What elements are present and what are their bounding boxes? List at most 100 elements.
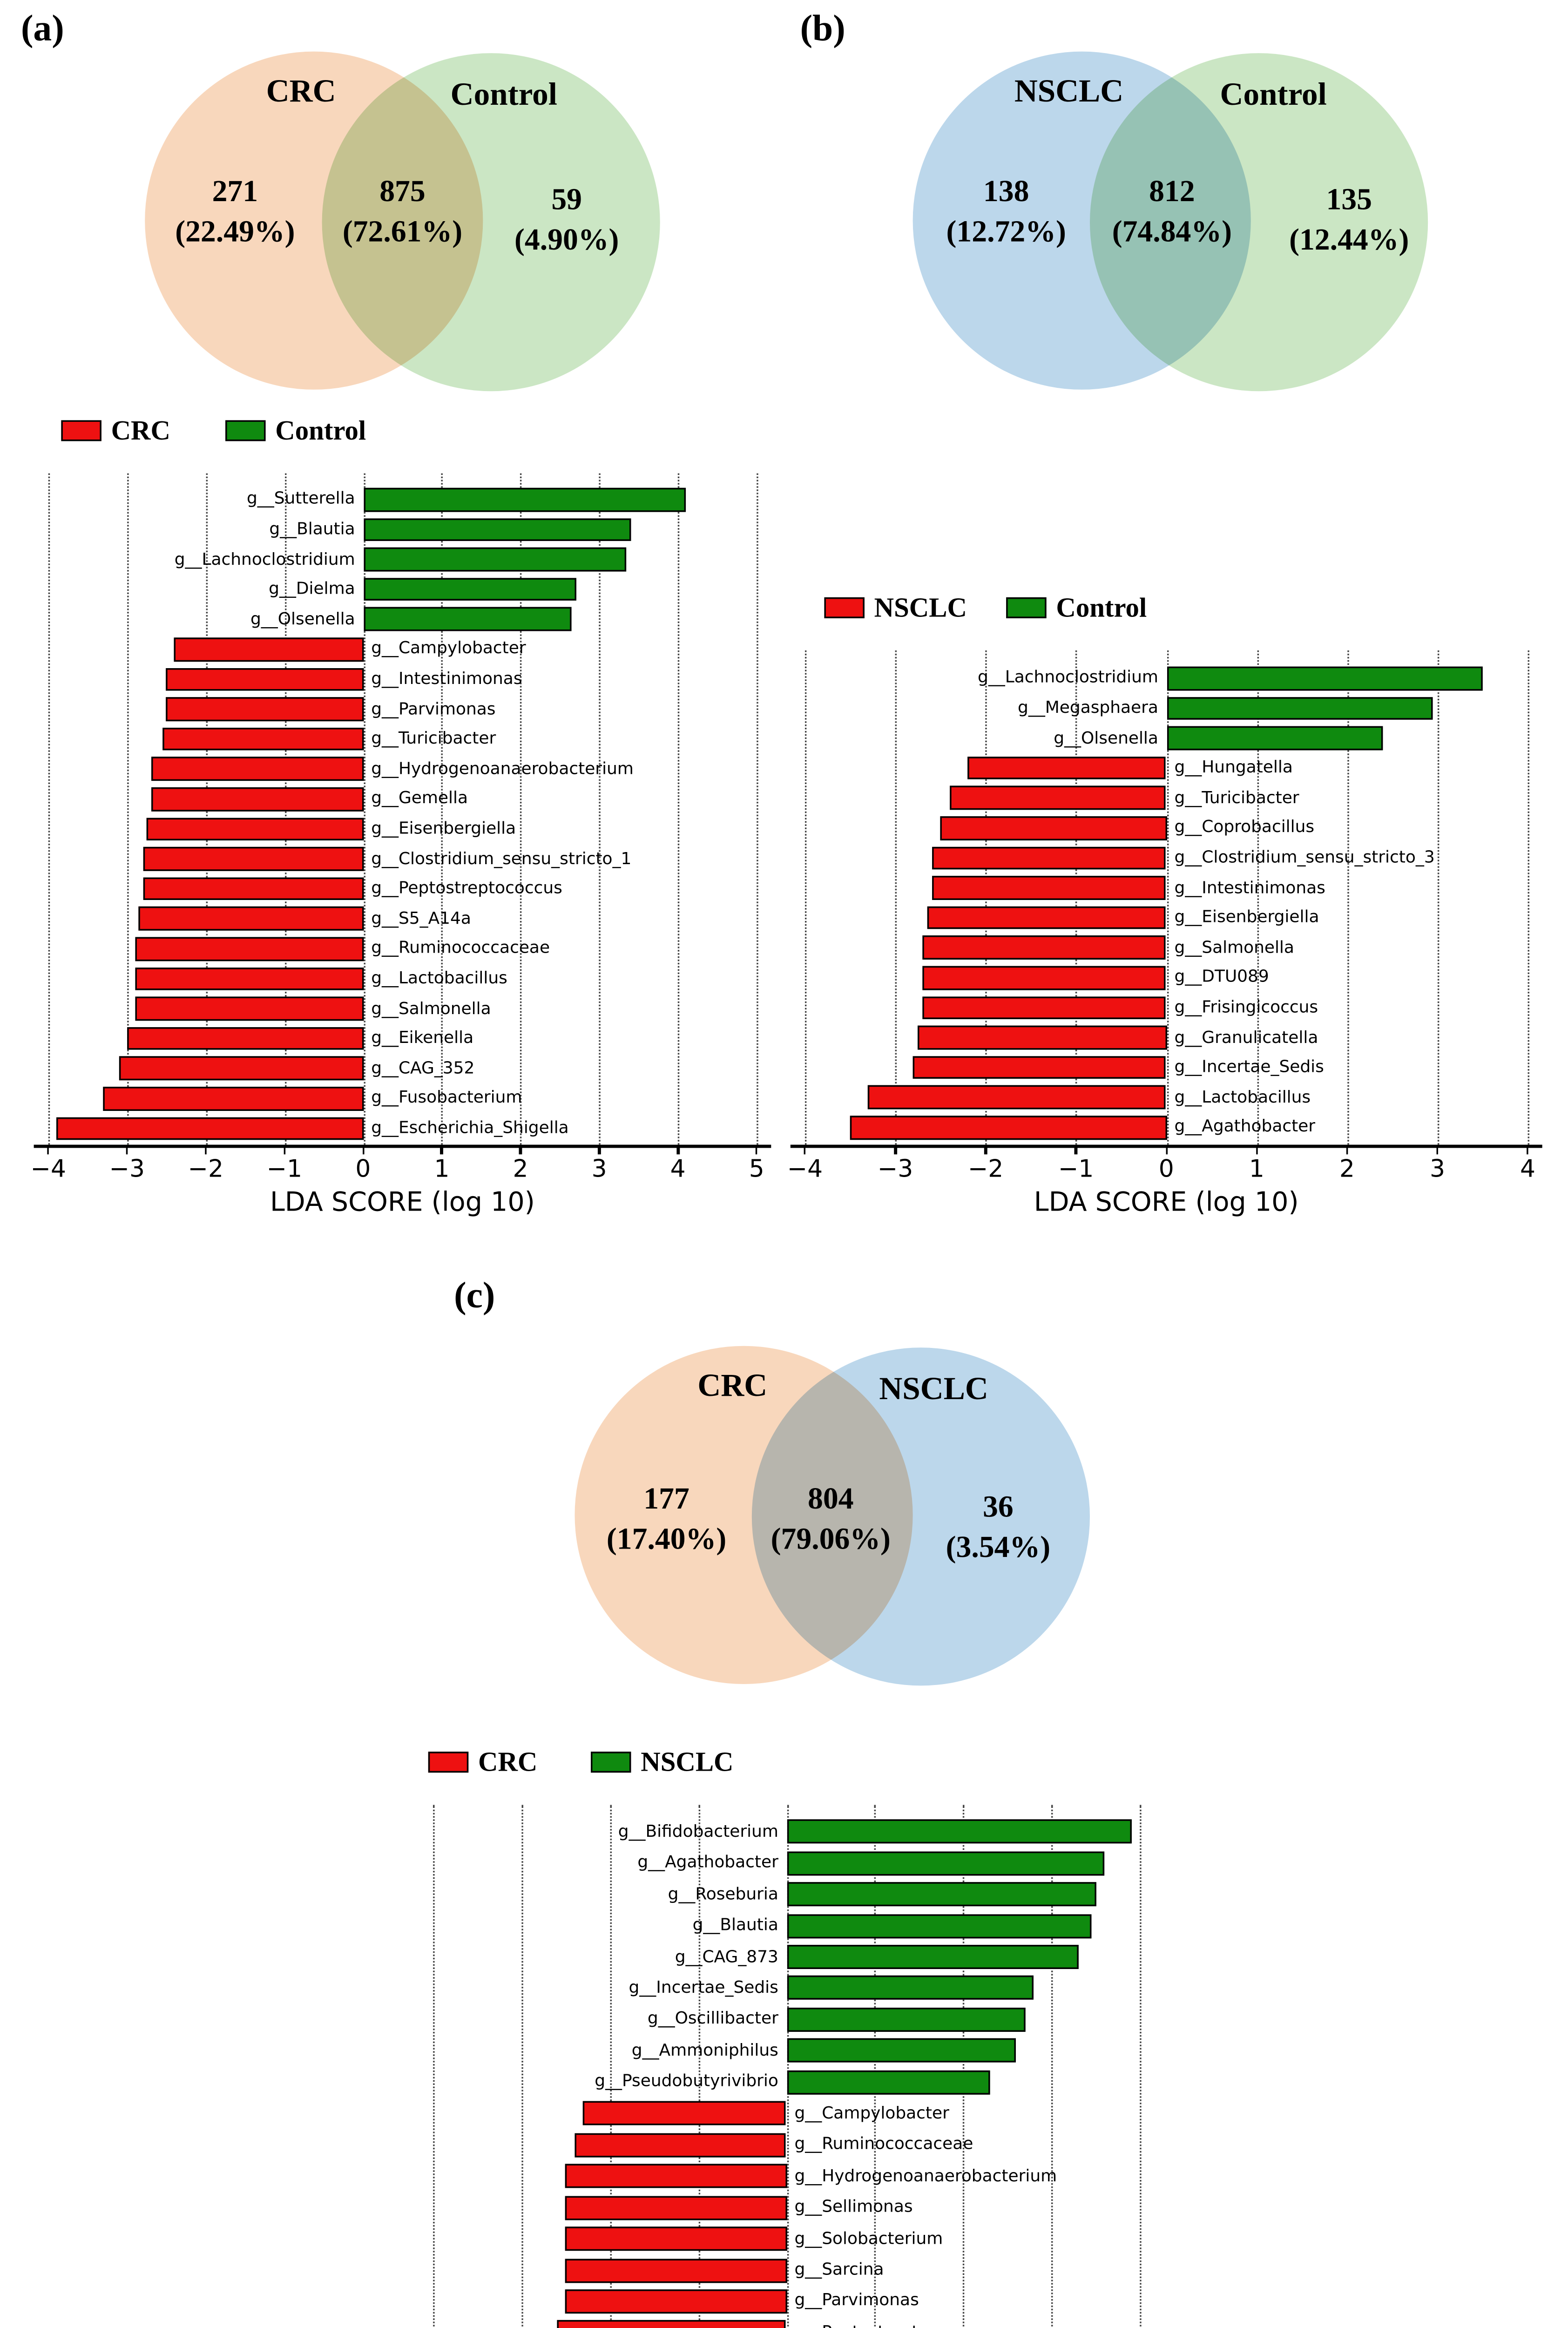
chart-a-bar-label: g__Ruminococcaceae [371,939,550,958]
chart-a-bar [135,937,363,961]
chart-b-x-tick-mark [1436,1146,1439,1155]
venn-c-left-region: 177 (17.40%) [607,1480,726,1560]
chart-b-bar [949,786,1167,810]
chart-c-bar [565,2226,787,2251]
chart-c-bar-label: g__Incertae_Sedis [629,1978,778,1998]
venn-c-left-pct: (17.40%) [606,1523,727,1557]
venn-b-left-pct: (12.72%) [946,216,1066,250]
venn-a-center-count: 875 [379,175,426,210]
chart-b-x-tick-label: 4 [1520,1154,1536,1184]
chart-a-bar [135,967,363,991]
venn-a-left-count: 271 [212,175,258,210]
chart-b-bar-label: g__Granulicatella [1174,1028,1318,1047]
chart-b-gridline [1437,650,1439,1145]
chart-b-bar [926,906,1167,930]
venn-a-center-pct: (72.61%) [342,216,463,250]
venn-c-right-count: 36 [983,1491,1014,1525]
chart-c-bar [565,2164,787,2188]
chart-a-bar [363,548,627,571]
chart-b-bar-label: g__Incertae_Sedis [1174,1057,1324,1077]
venn-b-left-title: NSCLC [1014,74,1124,110]
chart-c-gridline [786,1805,788,2328]
chart-a-bar [150,757,363,781]
chart-c-bar-label: g__Agathobacter [637,1853,778,1873]
chart-a-x-axis-line [34,1144,771,1148]
chart-c-legend-label: NSCLC [641,1746,734,1778]
chart-b-bar-label: g__Agathobacter [1174,1117,1316,1137]
venn-a-left-title: CRC [266,74,336,110]
chart-c-bar [786,1882,1096,1907]
chart-a-legend-swatch [61,420,101,441]
chart-c-bar-label: g__Pseudobutyrivibrio [595,2072,778,2092]
venn-a-left-pct: (22.49%) [175,216,295,250]
chart-c-bar [786,1976,1034,2001]
chart-a-bar-label: g__Campylobacter [371,639,526,659]
chart-c-gridline [1051,1805,1053,2328]
chart-b-bar [1166,726,1383,750]
chart-b-bar [922,966,1167,990]
chart-b-bar [922,996,1167,1020]
chart-a-x-tick-mark [126,1146,128,1155]
chart-a-gridline [48,473,50,1145]
chart-a-gridline [363,473,365,1145]
chart-a-x-tick-mark [676,1146,679,1155]
venn-b-right-circle [1089,53,1428,392]
chart-a-bar [127,1027,363,1050]
venn-b-left-region: 138 (12.72%) [946,172,1066,253]
chart-b-x-axis-title: LDA SCORE (log 10) [1034,1186,1299,1218]
chart-a-bar [363,487,686,512]
chart-b-x-tick-mark [1165,1146,1168,1155]
chart-a-legend-label: Control [275,415,366,446]
chart-a-x-tick-mark [204,1146,207,1155]
chart-a-x-tick-label: 3 [591,1154,607,1184]
chart-b-bar [940,816,1167,840]
chart-a-bar-label: g__Olsenella [250,609,355,629]
chart-a-bar [56,1117,363,1140]
chart-a-bar-label: g__Lachnoclostridium [174,549,355,569]
chart-b-bar [850,1116,1167,1139]
chart-c-gridline [1140,1805,1142,2328]
chart-b-bar-label: g__DTU089 [1174,968,1269,988]
chart-b-bar-label: g__Frisingicoccus [1174,997,1318,1017]
chart-b-x-tick-label: −4 [787,1154,823,1184]
chart-a-bar [162,727,363,751]
chart-b-bar-label: g__Olsenella [1054,728,1158,748]
chart-b-x-tick-label: −3 [877,1154,913,1184]
chart-b-bar [913,1056,1167,1079]
chart-c-gridline [698,1805,700,2328]
chart-a-x-tick-mark [598,1146,601,1155]
venn-c-right-circle [751,1347,1090,1686]
venn-b-right-count: 135 [1326,183,1372,217]
chart-b-bar-label: g__Intestinimonas [1174,878,1325,898]
chart-a-bar-label: g__Blautia [269,519,355,539]
chart-c-gridline [874,1805,877,2328]
chart-a-bar-label: g__Peptostreptococcus [371,879,562,899]
chart-a-bar [150,787,363,811]
chart-c-bar-label: g__Oscillibacter [647,2010,778,2029]
venn-a-center-region: 875 (72.61%) [343,172,462,253]
chart-b-x-tick-mark [1255,1146,1258,1155]
chart-a-gridline [678,473,680,1145]
chart-a-bar-label: g__Turicibacter [371,729,496,749]
chart-a-bar [166,697,363,721]
chart-a-x-tick-label: 4 [670,1154,686,1184]
venn-c-right-pct: (3.54%) [946,1531,1051,1565]
chart-c-bar-label: g__Roseburia [668,1884,778,1904]
venn-c-left-title: CRC [697,1368,768,1404]
venn-b-right-pct: (12.44%) [1289,223,1409,258]
chart-b-bar-label: g__Lachnoclostridium [978,668,1158,688]
chart-b-legend-label: Control [1056,592,1147,623]
chart-a-x-tick-mark [362,1146,365,1155]
venn-a-right-region: 59 (4.90%) [514,180,619,261]
venn-c-left-count: 177 [643,1482,689,1517]
chart-b-legend-swatch [824,597,865,618]
chart-c-bar [786,1945,1078,1969]
chart-a-x-tick-mark [283,1146,286,1155]
chart-a-bar [363,577,576,601]
chart-b-x-tick-mark [1527,1146,1529,1155]
chart-c-bar-label: g__Hydrogenoanaerobacterium [794,2166,1057,2186]
chart-a-bar [119,1056,363,1081]
chart-a-legend-label: CRC [111,415,170,446]
chart-a-bar-label: g__Eisenbergiella [371,819,516,839]
chart-a-x-tick-label: 0 [355,1154,371,1184]
